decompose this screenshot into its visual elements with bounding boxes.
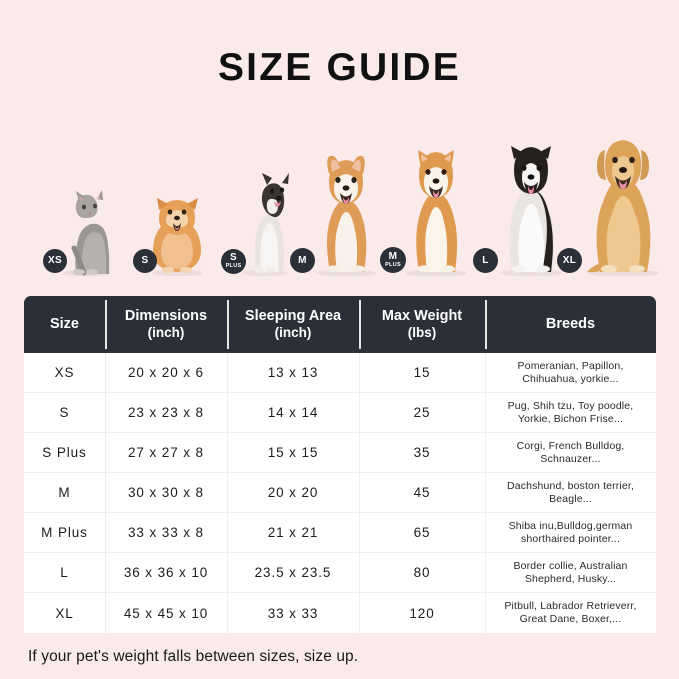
pet-figure-m: M xyxy=(290,154,386,276)
cell-sleeping-area: 20 x 20 xyxy=(227,473,359,512)
table-row: S Plus 27 x 27 x 8 15 x 15 35 Corgi, Fre… xyxy=(24,433,656,473)
table-row: M Plus 33 x 33 x 8 21 x 21 65 Shiba inu,… xyxy=(24,513,656,553)
pet-figure-l: L xyxy=(473,143,572,276)
cell-sleeping-area: 13 x 13 xyxy=(227,353,359,392)
page-title: SIZE GUIDE xyxy=(217,46,462,89)
cell-dimensions: 45 x 45 x 10 xyxy=(105,593,227,633)
cell-dimensions: 20 x 20 x 6 xyxy=(105,353,227,392)
cell-size: XS xyxy=(54,365,75,380)
size-badge-l: L xyxy=(473,248,498,273)
table-row: L 36 x 36 x 10 23.5 x 23.5 80 Border col… xyxy=(24,553,656,593)
table-header-row: Size Dimensions (inch) Sleeping Area (in… xyxy=(24,296,656,353)
cell-dimensions: 36 x 36 x 10 xyxy=(105,553,227,592)
golden-retriever-dog-icon xyxy=(587,140,659,276)
table-row: M 30 x 30 x 8 20 x 20 45 Dachshund, bost… xyxy=(24,473,656,513)
cell-breeds: Dachshund, boston terrier, Beagle... xyxy=(485,473,656,512)
table-row: S 23 x 23 x 8 14 x 14 25 Pug, Shih tzu, … xyxy=(24,393,656,433)
cell-size: S xyxy=(59,405,70,420)
cell-breeds: Shiba inu,Bulldog,german shorthaired poi… xyxy=(485,513,656,552)
cell-size: M Plus xyxy=(41,525,88,540)
pet-figure-s-plus: S PLUS xyxy=(221,171,296,276)
cell-size: XL xyxy=(55,605,74,621)
cell-dimensions: 33 x 33 x 8 xyxy=(105,513,227,552)
size-table: Size Dimensions (inch) Sleeping Area (in… xyxy=(24,296,656,634)
table-row: XL 45 x 45 x 10 33 x 33 120 Pitbull, Lab… xyxy=(24,593,656,633)
footnote-text: If your pet's weight falls between sizes… xyxy=(28,648,359,665)
cell-max-weight: 25 xyxy=(359,393,485,432)
table-body: XS 20 x 20 x 6 13 x 13 15 Pomeranian, Pa… xyxy=(24,353,656,633)
size-badge-xl: XL xyxy=(557,248,582,273)
cell-dimensions: 23 x 23 x 8 xyxy=(105,393,227,432)
cell-sleeping-area: 15 x 15 xyxy=(227,433,359,472)
gray-cat-icon xyxy=(63,190,111,276)
boston-terrier-dog-icon xyxy=(243,173,289,276)
cell-max-weight: 45 xyxy=(359,473,485,512)
cell-breeds: Pomeranian, Papillon, Chihuahua, yorkie.… xyxy=(485,353,656,392)
pet-figure-xs: XS xyxy=(43,188,118,276)
cell-size: S Plus xyxy=(42,445,87,460)
pet-figure-xl: XL xyxy=(557,136,670,276)
cell-dimensions: 30 x 30 x 8 xyxy=(105,473,227,512)
size-badge-xs: XS xyxy=(43,249,67,273)
pomeranian-dog-icon xyxy=(152,198,202,276)
cell-breeds: Corgi, French Bulldog, Schnauzer... xyxy=(485,433,656,472)
size-badge-s-plus: S PLUS xyxy=(221,249,246,274)
cell-sleeping-area: 33 x 33 xyxy=(227,593,359,633)
cell-breeds: Pug, Shih tzu, Toy poodle, Yorkie, Bicho… xyxy=(485,393,656,432)
header-cell-dimensions: Dimensions (inch) xyxy=(105,296,227,353)
cell-max-weight: 65 xyxy=(359,513,485,552)
border-collie-dog-icon xyxy=(500,146,562,276)
cell-sleeping-area: 14 x 14 xyxy=(227,393,359,432)
cell-dimensions: 27 x 27 x 8 xyxy=(105,433,227,472)
pet-lineup: XS S xyxy=(28,136,659,276)
table-row: XS 20 x 20 x 6 13 x 13 15 Pomeranian, Pa… xyxy=(24,353,656,393)
header-cell-breeds: Breeds xyxy=(485,296,656,353)
header-cell-sleeping-area: Sleeping Area (inch) xyxy=(227,296,359,353)
shiba-inu-dog-icon xyxy=(406,150,466,276)
corgi-dog-icon xyxy=(316,155,376,276)
header-cell-max-weight: Max Weight (lbs) xyxy=(359,296,485,353)
header-cell-size: Size xyxy=(49,315,79,332)
size-badge-m-plus: M PLUS xyxy=(380,247,406,273)
cell-sleeping-area: 21 x 21 xyxy=(227,513,359,552)
size-badge-s: S xyxy=(133,249,157,273)
size-badge-m: M xyxy=(290,248,315,273)
pet-figure-m-plus: M PLUS xyxy=(380,148,476,276)
cell-max-weight: 80 xyxy=(359,553,485,592)
cell-breeds: Pitbull, Labrador Retrieverr, Great Dane… xyxy=(485,593,656,633)
cell-max-weight: 35 xyxy=(359,433,485,472)
cell-max-weight: 120 xyxy=(359,593,485,633)
cell-breeds: Border collie, Australian Shepherd, Husk… xyxy=(485,553,656,592)
cell-size: L xyxy=(60,565,69,580)
cell-size: M xyxy=(58,485,71,500)
cell-max-weight: 15 xyxy=(359,353,485,392)
pet-figure-s: S xyxy=(133,196,208,276)
cell-sleeping-area: 23.5 x 23.5 xyxy=(227,553,359,592)
